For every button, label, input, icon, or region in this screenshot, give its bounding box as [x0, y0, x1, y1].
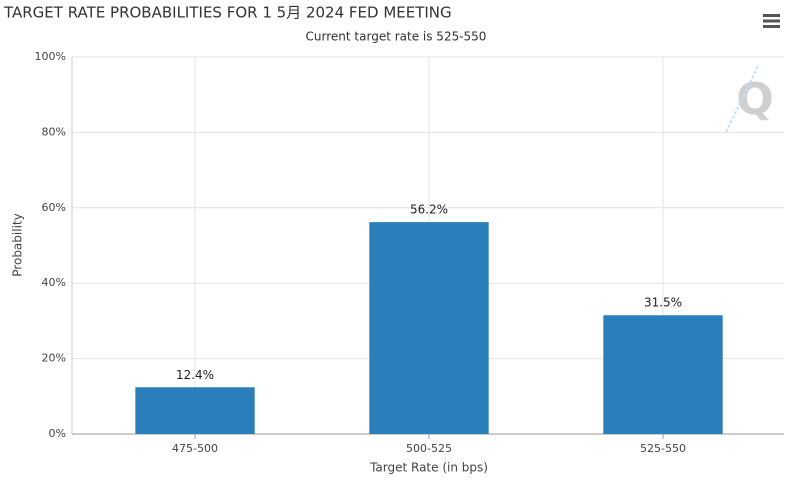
- x-tick-label: 500-525: [406, 442, 452, 455]
- y-tick-label: 60%: [42, 201, 66, 214]
- logo: Q: [725, 65, 774, 133]
- menu-bar: [763, 14, 780, 17]
- x-tick-label: 525-550: [640, 442, 686, 455]
- logo-stroke: [725, 65, 759, 133]
- y-tick-label: 80%: [42, 125, 66, 138]
- chart-subtitle: Current target rate is 525-550: [306, 30, 487, 44]
- x-axis-label: Target Rate (in bps): [369, 461, 488, 475]
- value-label: 31.5%: [644, 296, 682, 310]
- menu-icon[interactable]: [763, 14, 780, 28]
- chart-title: TARGET RATE PROBABILITIES FOR 1 5月 2024 …: [3, 4, 452, 22]
- menu-bar: [763, 19, 780, 23]
- menu-bar: [763, 25, 780, 28]
- y-tick-label: 100%: [35, 50, 66, 63]
- y-tick-label: 0%: [49, 427, 66, 440]
- x-tick-label: 475-500: [172, 442, 218, 455]
- value-label: 12.4%: [176, 368, 214, 382]
- bar: [369, 222, 489, 434]
- y-tick-label: 40%: [42, 276, 66, 289]
- y-tick-label: 20%: [42, 352, 66, 365]
- value-label: 56.2%: [410, 203, 448, 217]
- bar: [603, 315, 723, 434]
- y-axis-label: Probability: [11, 213, 25, 276]
- bar: [135, 387, 255, 434]
